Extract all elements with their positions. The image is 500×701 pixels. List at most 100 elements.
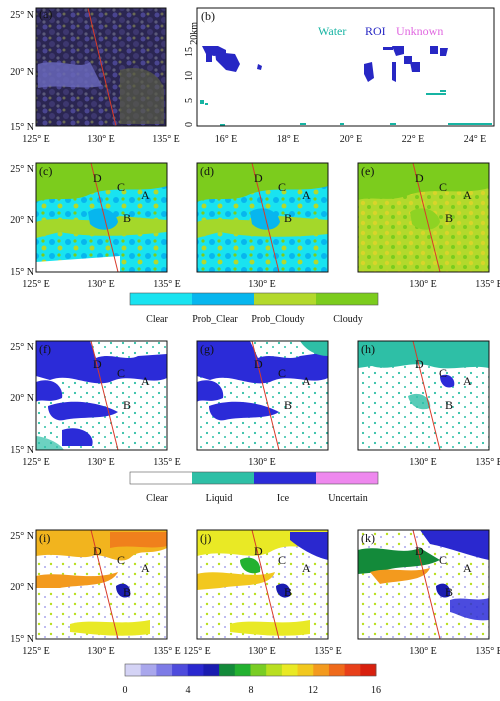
marker-d-d: D	[254, 171, 263, 185]
panel-h-label: (h)	[361, 342, 375, 356]
lon-tick-r2-130e: 130° E	[409, 279, 437, 290]
marker-a-h: A	[463, 374, 472, 388]
colorbar-cell	[187, 664, 204, 676]
marker-b-e: B	[445, 211, 453, 225]
marker-d-c: D	[93, 171, 102, 185]
marker-d-k: D	[415, 544, 424, 558]
marker-c-f: C	[117, 366, 125, 380]
legend-water: Water	[318, 24, 346, 38]
row2-markers: D C A B D C A B D C A B	[93, 171, 472, 225]
marker-c-g: C	[278, 366, 286, 380]
marker-b-i: B	[123, 585, 131, 599]
panel-i-label: (i)	[39, 531, 50, 545]
colorbar-cell	[140, 664, 157, 676]
lon-tick-r3-125: 125° E	[22, 457, 50, 468]
lat-tick-r4-20: 20° N	[10, 582, 34, 593]
marker-a-f: A	[141, 374, 150, 388]
panel-a-bright-cloud	[38, 62, 102, 88]
marker-d-h: D	[415, 357, 424, 371]
marker-c-k: C	[439, 553, 447, 567]
lon-tick-r3-135h: 135° E	[475, 457, 500, 468]
colorbar-cell	[219, 664, 236, 676]
lon-tick-r4-130j: 130° E	[248, 646, 276, 657]
colorbar-tick-8: 8	[249, 685, 254, 696]
panel-c-label: (c)	[39, 164, 52, 178]
marker-a-c: A	[141, 188, 150, 202]
panel-b: (b) Water ROI Unknown 20km 15 10 5 0 16°…	[184, 7, 495, 145]
marker-b-d: B	[284, 211, 292, 225]
marker-b-f: B	[123, 398, 131, 412]
colorbar-cell	[297, 664, 314, 676]
legend-mask-prob-clear: Prob_Clear	[192, 314, 238, 325]
colorbar-cell	[203, 664, 220, 676]
marker-a-i: A	[141, 561, 150, 575]
lat-tick-a-20: 20° N	[10, 67, 34, 78]
lon-tick-r3-130: 130° E	[87, 457, 115, 468]
legend-phase-uncertain: Uncertain	[328, 493, 367, 504]
marker-d-f: D	[93, 357, 102, 371]
colorbar-cell	[234, 664, 251, 676]
colorbar-cell	[250, 664, 267, 676]
water-features	[200, 90, 492, 126]
panel-f-label: (f)	[39, 342, 51, 356]
legend-mask-prob-cloudy: Prob_Cloudy	[251, 314, 304, 325]
lat-tick-r3-25: 25° N	[10, 342, 34, 353]
marker-d-j: D	[254, 544, 263, 558]
lat-tick-r2-20: 20° N	[10, 215, 34, 226]
panel-b-plot	[197, 8, 494, 126]
colorbar-cell	[156, 664, 173, 676]
colorbar-cells	[125, 664, 377, 676]
lon-tick-a-125: 125° E	[22, 134, 50, 145]
marker-c-j: C	[278, 553, 286, 567]
panel-j-label: (j)	[200, 531, 211, 545]
lon-tick-a-135: 135° E	[152, 134, 180, 145]
lon-tick-r3-130g: 130° E	[248, 457, 276, 468]
panel-k-label: (k)	[361, 531, 375, 545]
colorbar-tick-12: 12	[308, 685, 318, 696]
marker-c-i: C	[117, 553, 125, 567]
colorbar: 0 4 8 12 16	[123, 663, 381, 696]
panel-g: (g)	[196, 340, 329, 451]
panel-a-label: (a)	[39, 7, 52, 21]
colorbar-cell	[344, 664, 361, 676]
colorbar-cell	[266, 664, 283, 676]
colorbar-tick-16: 16	[371, 685, 381, 696]
lat-tick-a-25: 25° N	[10, 10, 34, 21]
lat-tick-a-15: 15° N	[10, 122, 34, 133]
lat-tick-r2-25: 25° N	[10, 164, 34, 175]
marker-c-c: C	[117, 180, 125, 194]
colorbar-cell	[281, 664, 298, 676]
panel-d: (d)	[196, 162, 329, 273]
row4-axes: 25° N 20° N 15° N 125° E 130° E 135° E 1…	[10, 531, 500, 657]
y-tick-20: 20km	[189, 22, 200, 45]
panel-h: (h)	[357, 340, 490, 451]
lon-tick-r2-130: 130° E	[87, 279, 115, 290]
panel-g-label: (g)	[200, 342, 214, 356]
row3-axes: 25° N 20° N 15° N 125° E 130° E 135° E 1…	[10, 342, 500, 468]
marker-c-h: C	[439, 366, 447, 380]
panel-d-label: (d)	[200, 164, 214, 178]
panel-b-label: (b)	[201, 9, 215, 23]
lon-tick-r3-130h: 130° E	[409, 457, 437, 468]
colorbar-tick-4: 4	[186, 685, 191, 696]
legend-phase-liquid: Liquid	[206, 493, 233, 504]
y-tick-0: 0	[184, 122, 195, 127]
legend-cloud-mask: Clear Prob_Clear Prob_Cloudy Cloudy	[129, 292, 379, 325]
lon-tick-r4-125j: 125° E	[183, 646, 211, 657]
legend-unknown: Unknown	[396, 24, 443, 38]
marker-b-k: B	[445, 585, 453, 599]
panel-a: (a) 25° N 20° N 15° N 125° E 130° E 135°…	[10, 7, 180, 145]
panel-j: (j)	[196, 529, 329, 640]
colorbar-tick-0: 0	[123, 685, 128, 696]
panel-a-track	[87, 7, 117, 127]
lat-tick-r3-15: 15° N	[10, 445, 34, 456]
panel-k: (k)	[357, 529, 490, 640]
legend-mask-cloudy: Cloudy	[333, 314, 362, 325]
panel-e-label: (e)	[361, 164, 374, 178]
lon-tick-r2-130d: 130° E	[248, 279, 276, 290]
legend-roi: ROI	[365, 24, 386, 38]
marker-c-e: C	[439, 180, 447, 194]
marker-b-j: B	[284, 585, 292, 599]
lon-tick-r4-135j: 135° E	[314, 646, 342, 657]
marker-c-d: C	[278, 180, 286, 194]
